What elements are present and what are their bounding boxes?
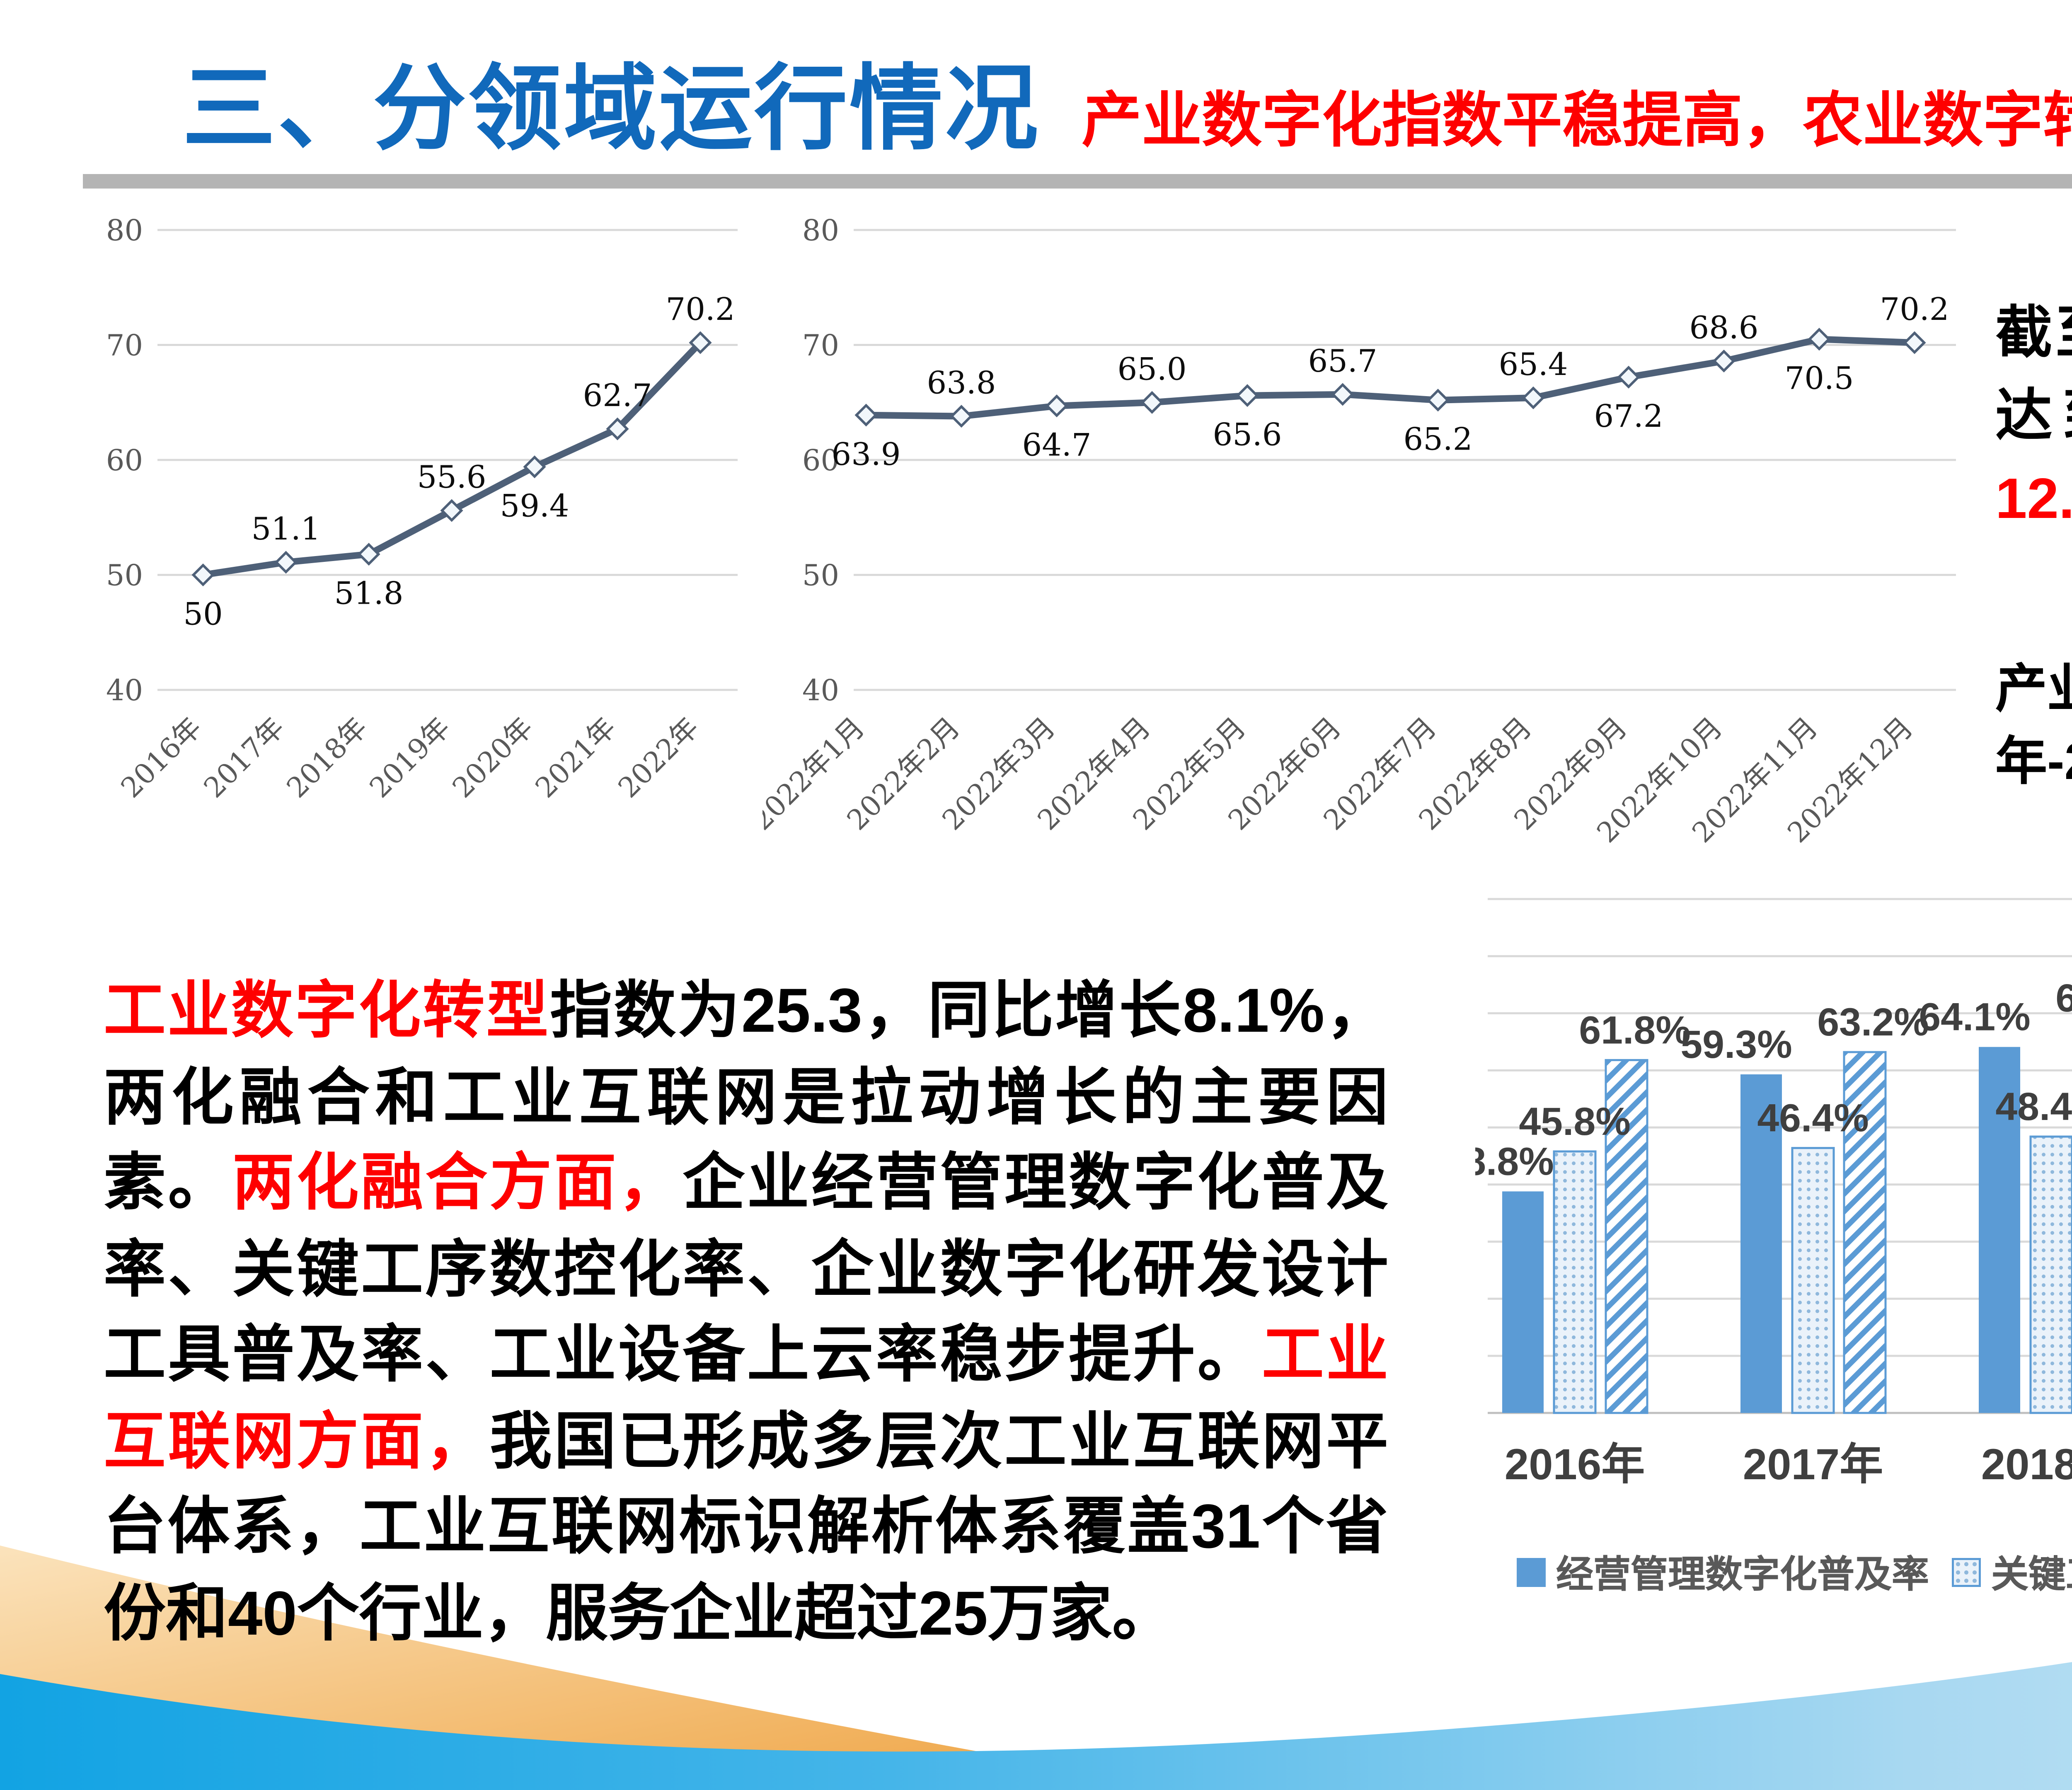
svg-text:46.4%: 46.4%	[1757, 1096, 1869, 1140]
highlighted-text-run: 12.0%	[1995, 466, 2072, 530]
highlighted-text-run: 两化融合方面，	[232, 1150, 683, 1218]
x-axis-label: 2018年	[1981, 1440, 2072, 1489]
bar-dots	[1553, 1150, 1597, 1414]
svg-text:50: 50	[183, 596, 223, 632]
gridlines: 40 50 60 70 80	[106, 213, 738, 707]
data-labels: 63.9 63.8 64.7 65.0 65.6 65.7 65.2 65.4 67.2 68.6…	[832, 291, 1949, 472]
bar-chart-legend: 经营管理数字化普及率关键工序数控化率数字化研发设计工具普及率工业设备上云率	[1475, 1546, 2072, 1599]
legend-swatch-solid	[1517, 1558, 1546, 1587]
svg-text:2019年: 2019年	[363, 711, 456, 804]
yearly-line-chart: 40 50 60 70 80 50 51.1 51.8 55.6 59.4 62.7 70.2 2016…	[106, 213, 738, 804]
svg-text:60: 60	[106, 443, 143, 477]
legend-swatch-dots	[1952, 1558, 1981, 1587]
svg-text:50: 50	[802, 559, 839, 593]
svg-text:80: 80	[106, 213, 143, 247]
bar-solid	[1979, 1047, 2020, 1413]
text-run: 企业经营管理数字化普及率、关键工序数控化率、企业数字化研发设计工具普及率、工业设…	[104, 1150, 1389, 1390]
svg-text:51.1: 51.1	[252, 510, 321, 547]
svg-text:63.8: 63.8	[927, 365, 996, 401]
svg-text:2018年: 2018年	[280, 711, 373, 804]
x-axis-label: 2017年	[1743, 1440, 1883, 1489]
gridlines: 40 50 60 70 80	[802, 213, 1956, 707]
bar-hatch	[1605, 1059, 1648, 1414]
text-run: 指数为25.3，同比增长8.1%，两化融合和工业互联网是拉动增长的主要因素。	[104, 978, 1388, 1218]
legend-label: 经营管理数字化普及率	[1556, 1554, 1929, 1595]
chart-caption: 产业数字化发展指数走势图(2016年-2022年，及2022年1月-12月)	[1995, 661, 2072, 791]
legend-item: 关键工序数控化率	[1952, 1546, 2072, 1599]
bar-labels: 38.8%45.8% 61.8% 2016年 59.3% 46.4% 63.2% 2017年…	[1475, 976, 2072, 1489]
svg-text:40: 40	[106, 673, 143, 707]
page-subtitle: 产业数字化指数平稳提高，农业数字转型增长最为迅速	[1082, 89, 2072, 155]
svg-text:63.9: 63.9	[832, 436, 901, 472]
svg-text:65.4: 65.4	[1499, 346, 1568, 382]
text-run: 我国已形成多层次工业互联网平台体系，工业互联网标识解析体系覆盖31个省份和40个…	[104, 1408, 1389, 1648]
svg-text:2021年: 2021年	[529, 711, 622, 804]
header-divider	[83, 174, 2072, 189]
bar-dots	[1791, 1147, 1835, 1414]
svg-text:70: 70	[802, 329, 839, 363]
svg-text:61.8%: 61.8%	[1579, 1008, 1690, 1052]
svg-text:70.5: 70.5	[1785, 360, 1854, 397]
legend-item: 经营管理数字化普及率	[1517, 1546, 1929, 1599]
svg-text:2016年: 2016年	[114, 711, 208, 804]
bottom-wave-decoration	[0, 1546, 2072, 1790]
x-axis-label: 2016年	[1505, 1440, 1645, 1489]
svg-text:64.1%: 64.1%	[1919, 995, 2030, 1039]
blue-wave	[0, 1662, 2072, 1790]
bar-dots	[2029, 1135, 2072, 1414]
series-line	[866, 336, 1915, 420]
svg-text:70.2: 70.2	[1880, 291, 1949, 327]
svg-text:40: 40	[802, 673, 839, 707]
svg-text:70: 70	[106, 329, 143, 363]
svg-text:67.2: 67.2	[1594, 398, 1663, 434]
svg-text:65.6: 65.6	[1213, 416, 1282, 453]
svg-text:48.4%: 48.4%	[1995, 1085, 2072, 1129]
summary-text: 截至2022年12月，产业数字化指数达到70.2，与上年同期相比增长12.0%，…	[1995, 292, 2072, 541]
svg-text:70.2: 70.2	[666, 291, 735, 327]
series-markers	[854, 328, 1926, 428]
page-title: 三、分领域运行情况	[182, 56, 1041, 162]
svg-text:68.6: 68.6	[1690, 309, 1759, 346]
bar-hatch	[1843, 1051, 1887, 1414]
highlighted-text-run: 工业数字化转型	[104, 978, 550, 1046]
monthly-line-chart: 40 50 60 70 80 63.9 63.8 64.7 65.0 65.6 65.7 65.2 65…	[762, 213, 1956, 849]
svg-text:51.8: 51.8	[334, 575, 404, 612]
svg-text:65.2: 65.2	[1404, 421, 1473, 457]
svg-text:2022年: 2022年	[612, 711, 705, 804]
svg-text:2020年: 2020年	[446, 711, 539, 804]
bar-solid	[1502, 1191, 1544, 1413]
svg-text:38.8%: 38.8%	[1475, 1139, 1554, 1183]
series-markers	[191, 331, 712, 587]
svg-text:64.7: 64.7	[1022, 427, 1092, 463]
svg-text:59.3%: 59.3%	[1680, 1023, 1792, 1067]
svg-text:63.2%: 63.2%	[1817, 1000, 1929, 1044]
legend-label: 关键工序数控化率	[1991, 1554, 2072, 1595]
bar-series	[1502, 1047, 2072, 1414]
svg-text:2017年: 2017年	[197, 711, 290, 804]
x-axis-labels: 2022年1月2022年2月2022年3月2022年4月2022年5月2022年…	[762, 711, 1919, 849]
bar-chart: 38.8%45.8% 61.8% 2016年 59.3% 46.4% 63.2% 2017年…	[1475, 898, 2072, 1489]
svg-text:59.4: 59.4	[500, 488, 569, 524]
highlighted-text-run: 工业互联网方面，	[104, 1322, 1389, 1476]
svg-text:65.0: 65.0	[1118, 351, 1187, 387]
svg-text:50: 50	[106, 559, 143, 593]
svg-text:62.7: 62.7	[583, 377, 652, 414]
data-labels: 50 51.1 51.8 55.6 59.4 62.7 70.2	[183, 291, 735, 632]
svg-text:65.7: 65.7	[1308, 343, 1377, 379]
svg-text:45.8%: 45.8%	[1519, 1100, 1630, 1144]
text-run: 截至2022年12月，产业数字化指数达到	[1995, 300, 2072, 448]
svg-text:80: 80	[802, 213, 839, 247]
svg-text:55.6: 55.6	[417, 459, 487, 495]
bar-solid	[1740, 1074, 1782, 1413]
industry-paragraph: 工业数字化转型指数为25.3，同比增长8.1%，两化融合和工业互联网是拉动增长的…	[104, 970, 1388, 1657]
svg-text:67.4%: 67.4%	[2055, 976, 2072, 1020]
svg-text:60: 60	[802, 443, 839, 477]
